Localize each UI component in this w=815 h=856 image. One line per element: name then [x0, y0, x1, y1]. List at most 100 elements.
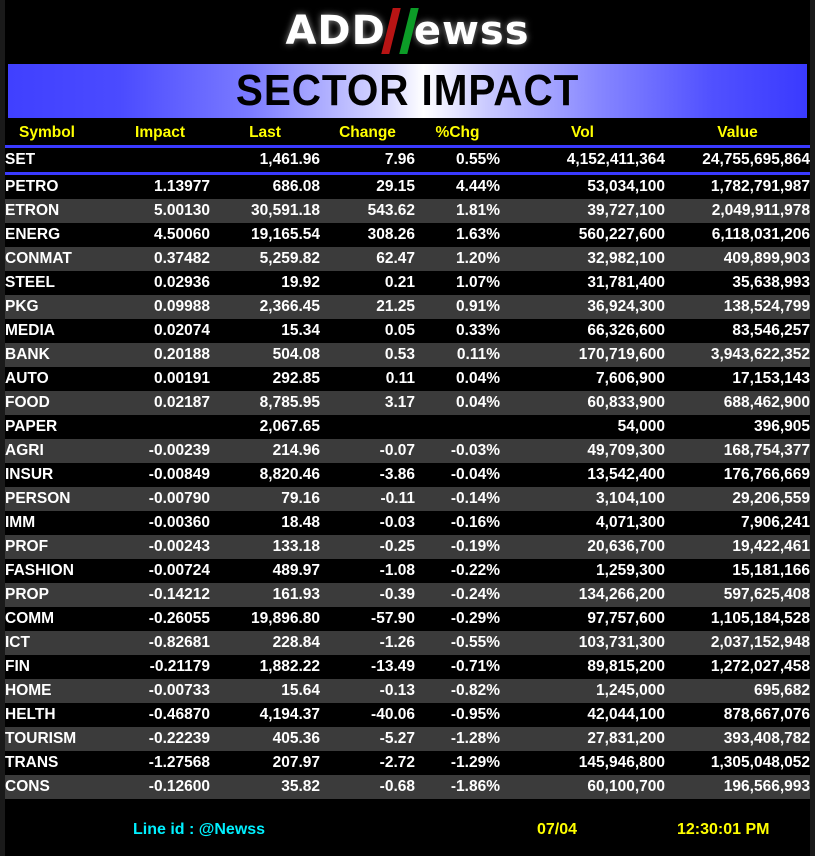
cell-vol: 1,259,300	[596, 562, 665, 579]
cell-impact: 0.02187	[153, 394, 210, 411]
column-header-symbol[interactable]: Symbol	[5, 120, 110, 145]
cell-impact: -0.00724	[148, 562, 210, 579]
cell-impact: -0.26055	[148, 610, 210, 627]
table-row[interactable]: TOURISM -0.22239 405.36 -5.27 -1.28% 27,831,2…	[5, 727, 810, 751]
cell-change: 62.47	[376, 250, 415, 267]
cell-vol: 54,000	[617, 418, 665, 435]
table-row[interactable]: ETRON 5.00130 30,591.18 543.62 1.81% 39,727,1…	[5, 199, 810, 223]
cell-symbol: CONMAT	[5, 250, 72, 267]
cell-change: -5.27	[379, 730, 415, 747]
table-row[interactable]: CONS -0.12600 35.82 -0.68 -1.86% 60,100,700 19…	[5, 775, 810, 799]
cell-vol: 7,606,900	[596, 370, 665, 387]
table-row[interactable]: FASHION -0.00724 489.97 -1.08 -0.22% 1,259,30…	[5, 559, 810, 583]
cell-impact: 0.02074	[153, 322, 210, 339]
table-row[interactable]: AUTO 0.00191 292.85 0.11 0.04% 7,606,900 17,15…	[5, 367, 810, 391]
table-row[interactable]: PROP -0.14212 161.93 -0.39 -0.24% 134,266,200…	[5, 583, 810, 607]
table-row[interactable]: IMM -0.00360 18.48 -0.03 -0.16% 4,071,300 7,90…	[5, 511, 810, 535]
footer-bar: Line id : @Newss 07/04 12:30:01 PM	[5, 804, 810, 856]
cell-last: 214.96	[272, 442, 320, 459]
cell-pctchg: -0.04%	[450, 466, 500, 483]
cell-change: -0.03	[379, 514, 415, 531]
column-header-impact[interactable]: Impact	[110, 120, 210, 145]
cell-last: 19.92	[281, 274, 320, 291]
table-row[interactable]: ICT -0.82681 228.84 -1.26 -0.55% 103,731,300 2…	[5, 631, 810, 655]
table-row[interactable]: CONMAT 0.37482 5,259.82 62.47 1.20% 32,982,10…	[5, 247, 810, 271]
cell-symbol: ICT	[5, 634, 30, 651]
cell-change: -0.25	[379, 538, 415, 555]
table-row[interactable]: PROF -0.00243 133.18 -0.25 -0.19% 20,636,700 1…	[5, 535, 810, 559]
table-row[interactable]: FIN -0.21179 1,882.22 -13.49 -0.71% 89,815,20…	[5, 655, 810, 679]
index-last: 1,461.96	[259, 151, 320, 168]
table-row[interactable]: INSUR -0.00849 8,820.46 -3.86 -0.04% 13,542,4…	[5, 463, 810, 487]
table-row[interactable]: FOOD 0.02187 8,785.95 3.17 0.04% 60,833,900 68…	[5, 391, 810, 415]
table-row[interactable]: PKG 0.09988 2,366.45 21.25 0.91% 36,924,300 13…	[5, 295, 810, 319]
cell-value: 196,566,993	[723, 778, 810, 795]
column-header-pctchg[interactable]: %Chg	[415, 120, 500, 145]
table-row[interactable]: PETRO 1.13977 686.08 29.15 4.44% 53,034,100 1,…	[5, 175, 810, 199]
cell-last: 133.18	[272, 538, 320, 555]
cell-change: 0.11	[385, 370, 415, 387]
cell-pctchg: -0.19%	[450, 538, 500, 555]
table-row[interactable]: PERSON -0.00790 79.16 -0.11 -0.14% 3,104,100 2…	[5, 487, 810, 511]
cell-vol: 49,709,300	[587, 442, 665, 459]
cell-pctchg: 0.04%	[456, 370, 500, 387]
cell-impact: -0.00733	[148, 682, 210, 699]
cell-change: -0.13	[379, 682, 415, 699]
column-header-last[interactable]: Last	[210, 120, 320, 145]
cell-last: 8,820.46	[259, 466, 320, 483]
cell-pctchg: 0.33%	[456, 322, 500, 339]
cell-value: 878,667,076	[723, 706, 810, 723]
index-vol: 4,152,411,364	[566, 151, 665, 168]
table-row[interactable]: STEEL 0.02936 19.92 0.21 1.07% 31,781,400 35,6…	[5, 271, 810, 295]
table-row[interactable]: HOME -0.00733 15.64 -0.13 -0.82% 1,245,000 695…	[5, 679, 810, 703]
cell-vol: 31,781,400	[587, 274, 665, 291]
column-header-change[interactable]: Change	[320, 120, 415, 145]
table-row[interactable]: AGRI -0.00239 214.96 -0.07 -0.03% 49,709,300 1…	[5, 439, 810, 463]
sector-table: Symbol Impact Last Change %Chg Vol Value…	[5, 120, 810, 799]
cell-vol: 103,731,300	[578, 634, 665, 651]
cell-change: 0.53	[384, 346, 415, 363]
cell-symbol: IMM	[5, 514, 36, 531]
time-label: 12:30:01 PM	[677, 821, 770, 838]
cell-vol: 27,831,200	[587, 730, 665, 747]
table-row[interactable]: ENERG 4.50060 19,165.54 308.26 1.63% 560,227,…	[5, 223, 810, 247]
cell-symbol: AUTO	[5, 370, 49, 387]
cell-value: 83,546,257	[732, 322, 810, 339]
cell-impact: -0.00790	[148, 490, 210, 507]
page-title: SECTOR IMPACT	[235, 66, 580, 115]
cell-pctchg: -0.29%	[450, 610, 500, 627]
cell-vol: 60,833,900	[587, 394, 665, 411]
cell-pctchg: 0.04%	[456, 394, 500, 411]
column-header-value[interactable]: Value	[665, 120, 810, 145]
table-row[interactable]: TRANS -1.27568 207.97 -2.72 -1.29% 145,946,80…	[5, 751, 810, 775]
cell-change: -1.08	[379, 562, 415, 579]
cell-impact: 0.02936	[153, 274, 210, 291]
index-row-set[interactable]: SET 1,461.96 7.96 0.55% 4,152,411,364 24…	[5, 148, 810, 172]
cell-value: 1,272,027,458	[710, 658, 810, 675]
cell-symbol: TOURISM	[5, 730, 77, 747]
cell-vol: 53,034,100	[587, 178, 665, 195]
cell-value: 1,105,184,528	[710, 610, 810, 627]
cell-last: 504.08	[272, 346, 320, 363]
cell-impact: -0.21179	[149, 658, 210, 675]
table-row[interactable]: MEDIA 0.02074 15.34 0.05 0.33% 66,326,600 83,5…	[5, 319, 810, 343]
cell-impact: -0.00849	[148, 466, 210, 483]
cell-symbol: PROP	[5, 586, 49, 603]
cell-impact: 0.37482	[153, 250, 210, 267]
cell-value: 6,118,031,206	[711, 226, 810, 243]
table-body: SET 1,461.96 7.96 0.55% 4,152,411,364 24…	[5, 145, 810, 175]
cell-impact: -1.27568	[148, 754, 210, 771]
cell-last: 8,785.95	[259, 394, 320, 411]
cell-symbol: PAPER	[5, 418, 58, 435]
cell-vol: 66,326,600	[587, 322, 665, 339]
table-row[interactable]: COMM -0.26055 19,896.80 -57.90 -0.29% 97,757,…	[5, 607, 810, 631]
cell-impact: -0.46870	[148, 706, 210, 723]
cell-value: 29,206,559	[732, 490, 810, 507]
cell-change: 21.25	[376, 298, 415, 315]
table-row[interactable]: HELTH -0.46870 4,194.37 -40.06 -0.95% 42,044,…	[5, 703, 810, 727]
table-row[interactable]: PAPER 2,067.65 54,000 396,905	[5, 415, 810, 439]
cell-change: -13.49	[371, 658, 415, 675]
column-header-vol[interactable]: Vol	[500, 120, 665, 145]
table-row[interactable]: BANK 0.20188 504.08 0.53 0.11% 170,719,600 3,9…	[5, 343, 810, 367]
